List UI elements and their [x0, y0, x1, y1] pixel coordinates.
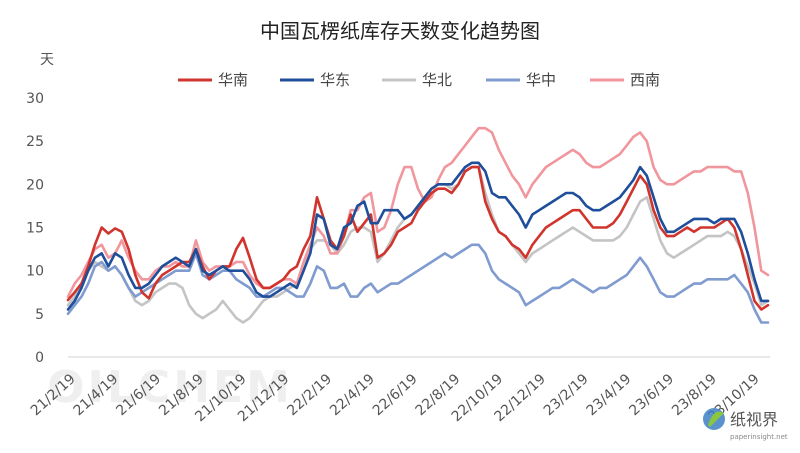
y-tick-label: 30 — [26, 91, 44, 107]
legend-item: 华北 — [382, 71, 452, 89]
legend: 华南 华东 华北 华中 西南 — [178, 71, 660, 89]
leaf-icon — [703, 408, 725, 430]
watermark-text: OILCHEM — [47, 362, 293, 413]
legend-label: 西南 — [630, 71, 660, 89]
legend-label: 华北 — [422, 71, 452, 89]
y-tick-label: 15 — [26, 221, 44, 237]
y-tick-label: 20 — [26, 177, 44, 193]
y-axis: 0 5 10 15 20 25 30 — [26, 91, 44, 366]
series-line — [66, 126, 770, 298]
legend-item: 华中 — [486, 71, 556, 89]
x-tick-label: 23/4/19 — [584, 371, 635, 419]
y-tick-label: 5 — [35, 307, 44, 323]
series-line — [66, 161, 770, 311]
y-tick-label: 10 — [26, 264, 44, 280]
logo-url: paperinsight.net — [730, 433, 788, 441]
legend-item: 华南 — [178, 71, 248, 89]
y-tick-label: 25 — [26, 134, 44, 150]
legend-label: 华南 — [218, 71, 248, 89]
x-tick-label: 22/4/19 — [327, 371, 378, 419]
legend-label: 华东 — [320, 71, 350, 89]
legend-item: 西南 — [590, 71, 660, 89]
x-tick-label: 23/6/19 — [626, 371, 677, 419]
y-tick-label: 0 — [35, 350, 44, 366]
x-tick-label: 23/2/19 — [541, 371, 592, 419]
series-group — [66, 126, 770, 324]
brand-logo: 纸视界 paperinsight.net — [703, 408, 788, 441]
x-tick-label: 22/6/19 — [370, 371, 421, 419]
chart-title: 中国瓦楞纸库存天数变化趋势图 — [260, 19, 540, 43]
legend-item: 华东 — [280, 71, 350, 89]
y-axis-label: 天 — [40, 52, 54, 68]
series-line — [66, 243, 770, 324]
legend-label: 华中 — [526, 71, 556, 89]
logo-name: 纸视界 — [730, 410, 778, 429]
